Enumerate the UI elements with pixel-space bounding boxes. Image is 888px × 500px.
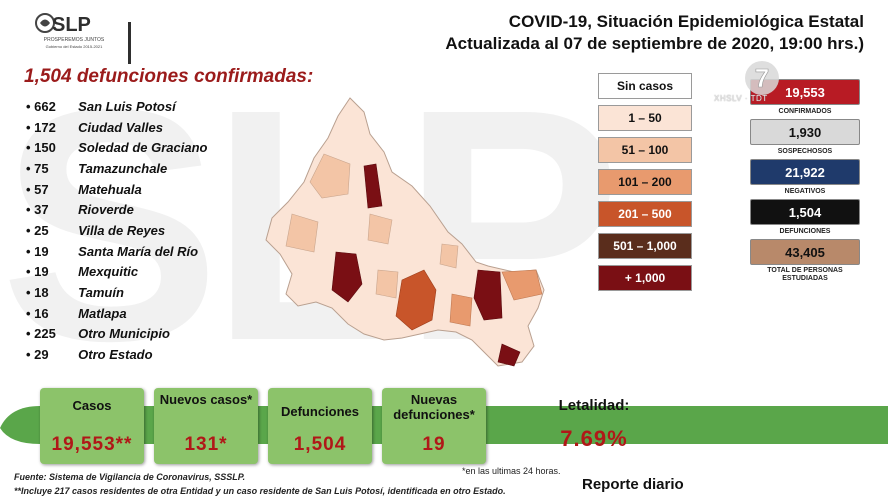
slp-logo: SLP PROSPEREMOS JUNTOS Gobierno del Esta… [34, 10, 131, 64]
source-note: Fuente: Sistema de Vigilancia de Coronav… [14, 472, 246, 482]
new-deaths-value: 19 [422, 434, 446, 455]
list-item: • 75 Tamazunchale [26, 160, 168, 176]
lethality-value: 7.69% [560, 426, 628, 451]
negative-value: 21,922 [750, 159, 860, 185]
list-item: • 16 Matlapa [26, 305, 127, 321]
channel-7-logo: 7 [740, 58, 784, 98]
channel-caption: XHSLV · TDT [714, 94, 768, 103]
page-subtitle: Actualizada al 07 de septiembre de 2020,… [445, 34, 864, 53]
legend-item: 101 – 200 [598, 169, 692, 195]
suspected-label: SOSPECHOSOS [777, 148, 833, 155]
list-item: • 225 Otro Municipio [26, 326, 170, 342]
confirmed-label: CONFIRMADOS [778, 108, 832, 115]
stats-panel: 19,553 CONFIRMADOS 1,930 SOSPECHOSOS 21,… [750, 79, 860, 285]
map-legend: Sin casos 1 – 50 51 – 100 101 – 200 201 … [598, 73, 692, 297]
logo-subline: Gobierno del Estado 2015-2021 [45, 44, 103, 49]
list-item: • 19 Santa María del Río [26, 243, 199, 259]
total-studied-value: 43,405 [750, 239, 860, 265]
legend-item: 201 – 500 [598, 201, 692, 227]
suspected-value: 1,930 [750, 119, 860, 145]
last-24h-note: *en las ultimas 24 horas. [462, 466, 561, 476]
deaths-value: 1,504 [750, 199, 860, 225]
daily-report-label: Reporte diario [582, 476, 684, 493]
cases-label: Casos [72, 398, 112, 413]
lethality-label: Letalidad: [558, 397, 630, 414]
legend-item: 51 – 100 [598, 137, 692, 163]
new-cases-label: Nuevos casos* [159, 392, 253, 407]
channel-mark: 7 [755, 63, 769, 93]
summary-card-new-cases: Nuevos casos* 131* [154, 388, 258, 464]
list-item: • 37 Rioverde [26, 202, 134, 218]
deaths-title: 1,504 defunciones confirmadas: [24, 66, 314, 87]
page-title: COVID-19, Situación Epidemiológica Estat… [508, 12, 864, 31]
legend-item: Sin casos [598, 73, 692, 99]
cases-value: 19,553** [51, 434, 133, 455]
negative-label: NEGATIVOS [784, 188, 826, 195]
logo-tagline: PROSPEREMOS JUNTOS [43, 37, 105, 43]
footnote: **Incluye 217 casos residentes de otra E… [14, 486, 506, 496]
list-item: • 25 Villa de Reyes [26, 222, 166, 238]
deaths-label-card: Defunciones [280, 404, 359, 419]
new-cases-value: 131* [184, 434, 228, 455]
legend-item: 501 – 1,000 [598, 233, 692, 259]
list-item: • 662 San Luis Potosí [26, 98, 176, 114]
summary-card-cases: Casos 19,553** [40, 388, 144, 464]
deaths-value-card: 1,504 [293, 434, 347, 455]
legend-item: + 1,000 [598, 265, 692, 291]
new-deaths-label: Nuevas defunciones* [393, 392, 475, 422]
list-item: • 57 Matehuala [26, 181, 142, 197]
deaths-list: • 662 San Luis Potosí • 172 Ciudad Valles … [26, 96, 208, 365]
summary-card-new-deaths: Nuevas defunciones* 19 [382, 388, 486, 464]
state-map [265, 97, 545, 367]
list-item: • 172 Ciudad Valles [26, 119, 163, 135]
summary-card-lethality: Letalidad: 7.69% [496, 388, 692, 464]
deaths-label: DEFUNCIONES [779, 228, 831, 235]
list-item: • 150 Soledad de Graciano [26, 140, 208, 156]
total-studied-label: TOTAL DE PERSONAS ESTUDIADAS [767, 267, 843, 282]
list-item: • 19 Mexquitic [26, 264, 139, 280]
list-item: • 29 Otro Estado [26, 347, 153, 363]
legend-item: 1 – 50 [598, 105, 692, 131]
summary-card-deaths: Defunciones 1,504 [268, 388, 372, 464]
logo-name: SLP [52, 14, 91, 36]
list-item: • 18 Tamuín [26, 285, 124, 301]
